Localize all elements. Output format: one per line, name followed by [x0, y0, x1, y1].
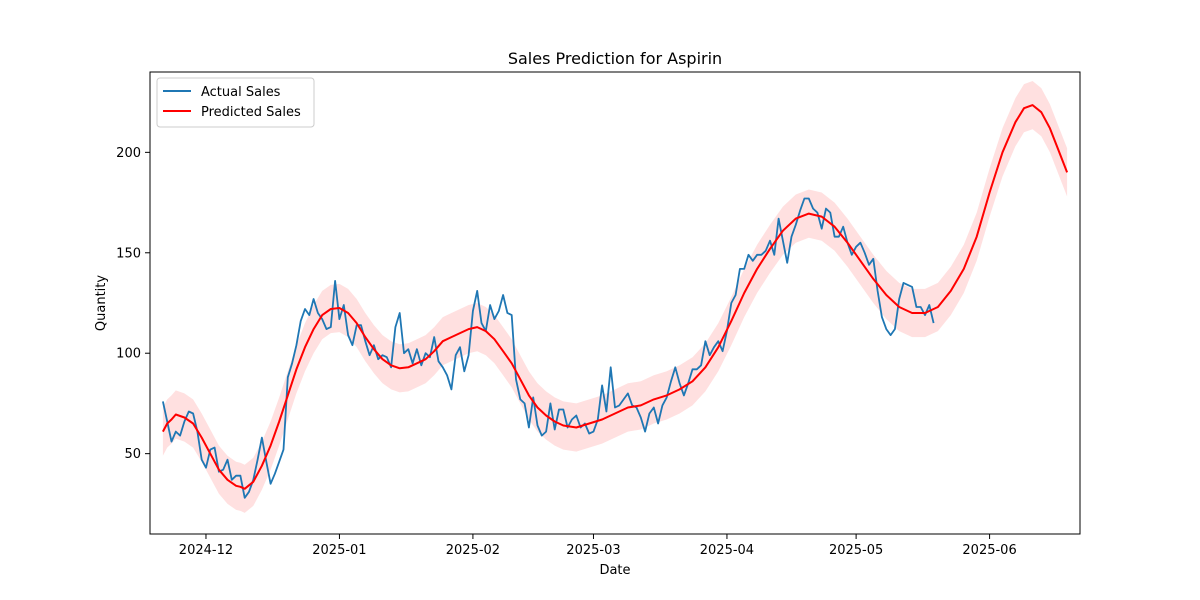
x-axis-label: Date [599, 563, 630, 578]
x-tick-label: 2025-01 [312, 543, 366, 558]
x-tick-label: 2025-04 [700, 543, 754, 558]
y-tick-label: 150 [116, 246, 141, 261]
x-tick-label: 2024-12 [179, 543, 233, 558]
x-tick-label: 2025-03 [566, 543, 620, 558]
y-axis-label: Quantity [94, 275, 109, 331]
legend: Actual Sales Predicted Sales [156, 77, 315, 128]
x-tick-label: 2025-05 [829, 543, 883, 558]
predicted-sales-line [162, 104, 1069, 490]
legend-box [156, 77, 315, 128]
x-tick-label: 2025-06 [962, 543, 1016, 558]
chart-title: Sales Prediction for Aspirin [508, 49, 722, 68]
y-tick-label: 200 [116, 146, 141, 161]
x-axis-ticks: 2024-12 2025-01 2025-02 2025-03 2025-04 2025-… [179, 534, 1017, 558]
y-axis-ticks: 50 100 150 200 [116, 146, 150, 462]
plot-area [162, 81, 1069, 513]
legend-actual-label: Actual Sales [201, 85, 281, 100]
legend-predicted-label: Predicted Sales [201, 105, 301, 120]
y-tick-label: 50 [124, 447, 141, 462]
axes-frame [149, 71, 1081, 535]
x-tick-label: 2025-02 [446, 543, 500, 558]
y-tick-label: 100 [116, 347, 141, 362]
prediction-confidence-band [162, 81, 1068, 513]
